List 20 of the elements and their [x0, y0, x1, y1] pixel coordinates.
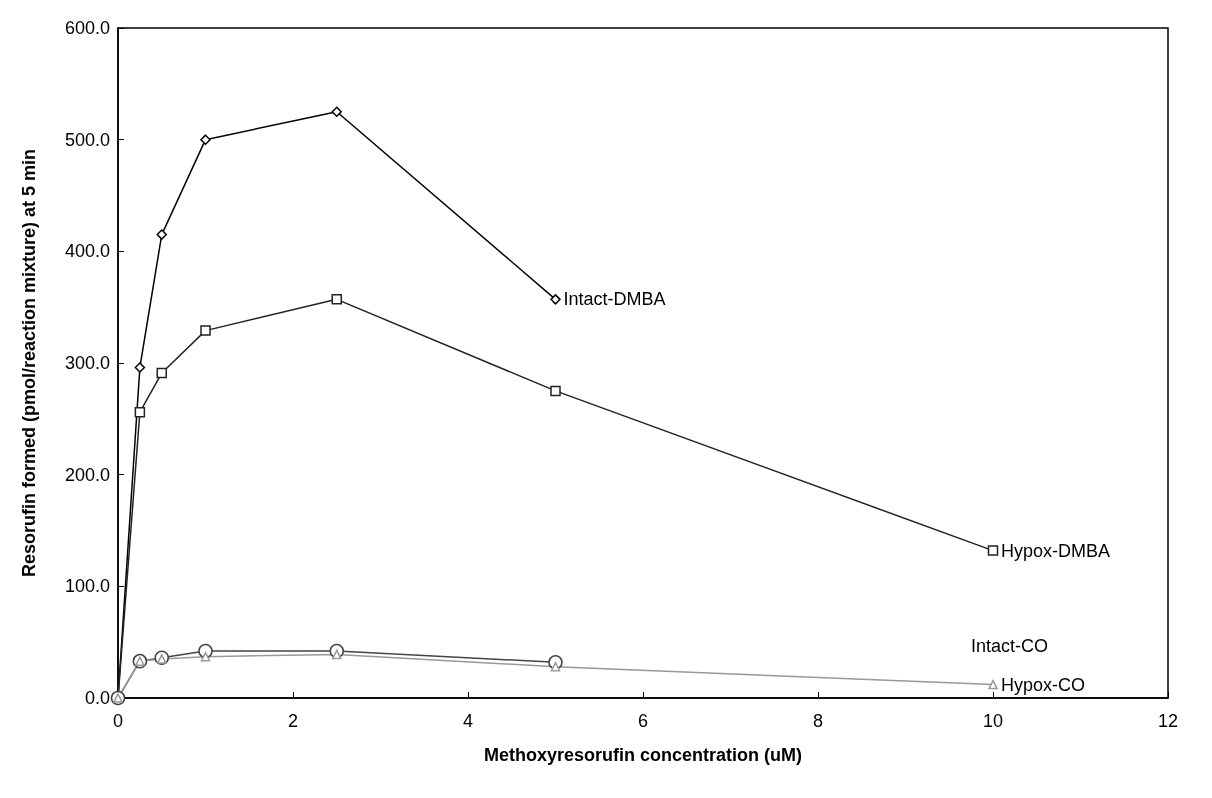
series-label: Intact-DMBA	[563, 289, 666, 310]
y-tick-label: 0.0	[84, 688, 110, 708]
y-tick-label: 200.0	[64, 464, 110, 485]
x-tick-label: 10	[982, 711, 1004, 731]
series-label: Hypox-DMBA	[1001, 540, 1111, 561]
y-axis-title: Resorufin formed (pmol/reaction mixture) at 5 min	[19, 148, 39, 578]
y-tick-label: 400.0	[64, 241, 110, 262]
text: Intact-CO	[971, 635, 1049, 656]
x-tick-label: 6	[637, 711, 649, 731]
y-tick-label: 300.0	[64, 353, 110, 373]
series-label: Hypox-CO	[1001, 674, 1086, 695]
y-tick-label: 100.0	[64, 576, 110, 597]
x-tick-label: 2	[287, 711, 299, 731]
y-tick-label: 600.0	[64, 18, 110, 38]
y-tick-label: 500.0	[64, 129, 110, 150]
x-tick-label: 4	[462, 711, 474, 731]
x-tick-label: 0	[112, 711, 124, 731]
x-tick-label: 12	[1157, 711, 1179, 731]
x-tick-label: 8	[812, 711, 824, 731]
x-axis-title: Methoxyresorufin concentration (uM)	[483, 745, 803, 765]
